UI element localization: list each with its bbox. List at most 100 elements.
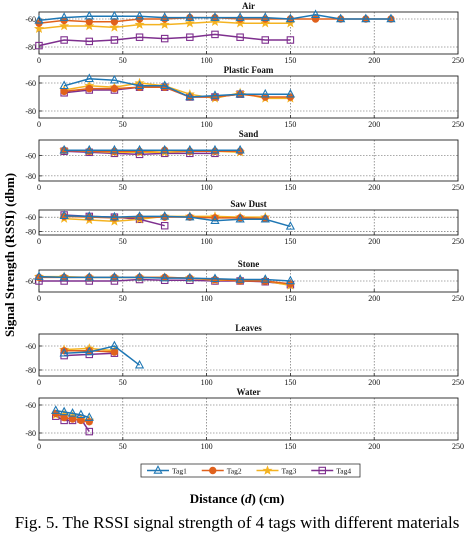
legend-marker	[318, 466, 326, 475]
data-point-tag1	[84, 412, 94, 421]
data-point-tag1	[260, 12, 270, 21]
x-axis-label-var: d	[244, 491, 252, 506]
x-tick-label: 50	[119, 442, 127, 451]
data-point-tag1	[285, 88, 296, 98]
x-tick-label: 100	[201, 294, 213, 303]
data-point-tag1	[59, 347, 69, 357]
data-point-tag1	[59, 271, 69, 281]
x-tick-label: 250	[452, 237, 464, 246]
series-tag1	[34, 9, 396, 24]
data-point-tag3	[184, 17, 195, 28]
data-point-tag1	[210, 215, 220, 224]
series-tag2	[52, 409, 93, 426]
data-point-tag1	[235, 274, 245, 283]
x-tick-label: 50	[119, 378, 127, 387]
y-tick-label: -80	[25, 227, 36, 236]
series-tag1	[59, 73, 296, 101]
data-point-tag1	[76, 409, 86, 419]
data-point-tag1	[235, 12, 245, 21]
data-point-tag1	[235, 144, 245, 154]
data-point-tag1	[59, 80, 69, 90]
data-point-tag1	[210, 90, 220, 99]
data-point-tag1	[285, 221, 296, 230]
axes-frame	[38, 209, 459, 236]
data-point-tag1	[134, 359, 145, 369]
data-point-tag1	[84, 10, 94, 20]
axes-frame	[38, 75, 459, 119]
legend-marker	[153, 465, 163, 474]
series-line-tag1	[38, 275, 291, 282]
data-point-tag4	[85, 427, 94, 436]
data-point-tag2	[60, 413, 68, 422]
x-tick-label: 150	[284, 294, 296, 303]
data-point-tag1	[51, 405, 61, 414]
series-line-tag1	[64, 345, 141, 366]
x-tick-label: 250	[452, 120, 464, 129]
series-tag1	[51, 405, 94, 421]
y-tick-label: -80	[25, 366, 36, 375]
series-tag1	[59, 144, 245, 154]
x-tick-label: 200	[368, 120, 380, 129]
x-tick-label: 0	[37, 120, 41, 129]
data-point-tag4	[236, 33, 244, 41]
subplot-title: Saw Dust	[230, 199, 266, 209]
x-tick-label: 200	[368, 442, 380, 451]
series-line-tag4	[38, 33, 291, 47]
subplot-sand: Sand -60 -800 50 100 150 200 250	[25, 129, 464, 192]
data-point-tag3	[134, 19, 145, 29]
x-tick-label: 0	[37, 237, 41, 246]
data-point-tag1	[386, 13, 396, 23]
x-tick-label: 250	[452, 378, 464, 387]
subplot-water: Water -60 -800 50 100 150 200 250	[25, 387, 464, 451]
data-point-tag2	[85, 418, 93, 426]
data-point-tag4	[160, 221, 169, 230]
x-tick-label: 150	[284, 442, 296, 451]
data-point-tag2	[85, 18, 93, 26]
data-point-tag4	[110, 36, 119, 44]
data-point-tag1	[285, 13, 296, 23]
data-point-tag4	[35, 41, 43, 50]
data-point-tag1	[134, 80, 145, 90]
data-point-tag1	[59, 12, 69, 21]
data-point-tag1	[210, 144, 220, 154]
data-point-tag2	[77, 416, 85, 425]
axes-frame	[38, 397, 459, 441]
data-point-tag1	[310, 9, 321, 19]
legend-item-tag3: Tag3	[256, 465, 297, 476]
subplot-leaves: Leaves -60 -800 50 100 150 200 250	[25, 323, 464, 387]
x-tick-label: 100	[201, 120, 213, 129]
series-tag1	[59, 210, 296, 230]
y-tick-label: -80	[25, 172, 36, 181]
data-point-tag1	[160, 144, 170, 154]
legend: Tag1 Tag2 Tag3 Tag4	[140, 463, 361, 478]
data-point-tag1	[185, 91, 195, 101]
subplot-title: Leaves	[235, 323, 262, 333]
x-axis-label: Distance (d) (cm)	[0, 491, 474, 507]
subplot-plastic-foam: Plastic Foam -60 -800 50 100 150 200 250	[25, 65, 464, 129]
data-point-tag1	[109, 10, 120, 20]
x-tick-label: 200	[368, 183, 380, 192]
data-point-tag3	[109, 22, 120, 32]
data-point-tag1	[59, 210, 69, 219]
legend-label: Tag1	[172, 467, 187, 476]
subplot-title: Sand	[239, 129, 259, 139]
data-point-tag2	[311, 15, 320, 23]
x-tick-label: 100	[201, 378, 213, 387]
legend-label: Tag3	[282, 467, 297, 476]
data-point-tag1	[109, 144, 120, 154]
data-point-tag1	[84, 73, 94, 83]
data-point-tag1	[109, 271, 120, 281]
data-point-tag1	[336, 13, 346, 23]
data-point-tag1	[84, 144, 94, 154]
data-point-tag1	[285, 275, 296, 285]
series-line-tag1	[63, 78, 291, 98]
data-point-tag2	[68, 415, 77, 423]
series-line-tag1	[38, 14, 391, 22]
x-tick-label: 50	[119, 294, 127, 303]
data-point-tag1	[84, 271, 94, 281]
legend-item-tag2: Tag2	[201, 467, 242, 476]
data-point-tag3	[84, 20, 95, 31]
x-tick-label: 0	[37, 183, 41, 192]
x-tick-label: 100	[201, 56, 213, 65]
data-point-tag1	[185, 144, 195, 154]
